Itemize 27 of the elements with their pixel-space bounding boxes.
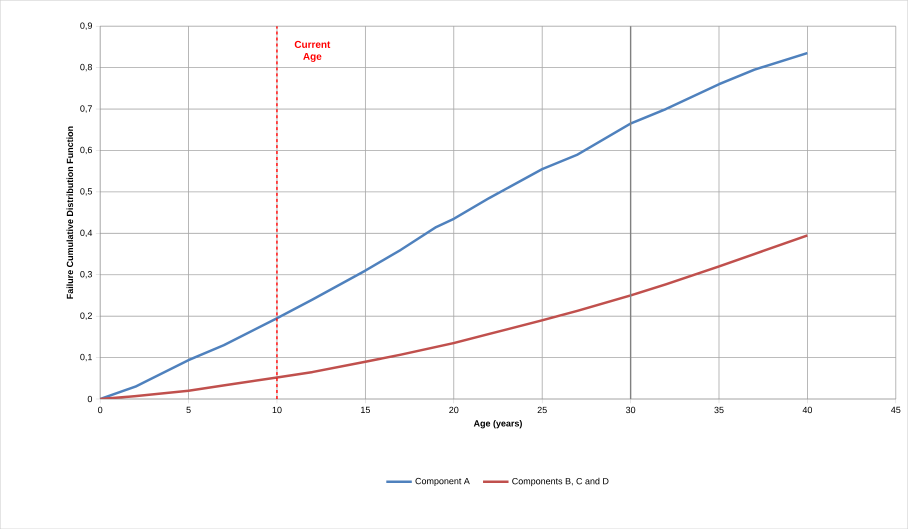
y-tick-label: 0,8 bbox=[80, 64, 92, 72]
line-series bbox=[100, 52, 809, 399]
x-tick-label: 45 bbox=[891, 406, 900, 413]
y-axis-title: Failure Cumulative Distribution Function bbox=[66, 126, 74, 299]
x-tick-label: 35 bbox=[714, 406, 724, 414]
x-tick-label: 15 bbox=[361, 406, 370, 413]
y-tick-label: 0 bbox=[88, 396, 92, 402]
y-tick-label: 0,9 bbox=[80, 22, 92, 30]
x-tick-label: 10 bbox=[272, 406, 282, 414]
y-tick-label: 0,3 bbox=[80, 270, 92, 278]
x-tick-label: 20 bbox=[449, 406, 458, 414]
x-axis-title: Age (years) bbox=[474, 420, 522, 428]
y-tick-label: 0,4 bbox=[80, 230, 92, 237]
y-tick-label: 0,7 bbox=[80, 105, 92, 113]
y-tick-label: 0,2 bbox=[80, 312, 92, 320]
line-series bbox=[100, 234, 809, 399]
legend-label: Component A bbox=[415, 478, 470, 486]
x-tick-label: 40 bbox=[802, 406, 812, 414]
x-tick-label: 5 bbox=[186, 406, 191, 413]
y-tick-label: 0,1 bbox=[80, 354, 92, 362]
x-tick-label: 25 bbox=[538, 406, 547, 414]
legend-label: Components B, C and D bbox=[512, 478, 608, 486]
ref-line-label: Current Age bbox=[294, 40, 330, 62]
y-tick-label: 0,5 bbox=[80, 188, 92, 196]
x-tick-label: 30 bbox=[626, 406, 636, 414]
y-tick-label: 0,6 bbox=[80, 146, 92, 154]
x-tick-label: 0 bbox=[98, 406, 102, 414]
